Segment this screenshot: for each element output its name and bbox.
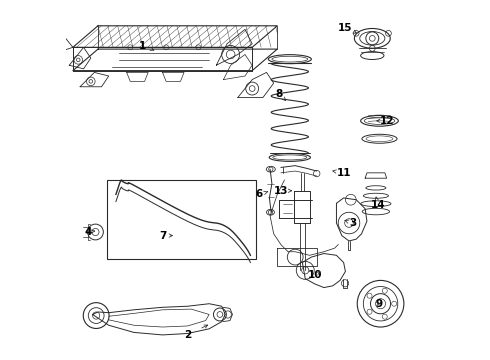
Text: 11: 11 xyxy=(336,168,351,178)
Text: 1: 1 xyxy=(139,41,147,50)
Text: 13: 13 xyxy=(273,186,288,196)
Text: 4: 4 xyxy=(84,227,92,237)
Text: 14: 14 xyxy=(370,200,385,210)
Text: 6: 6 xyxy=(256,189,263,199)
Text: 15: 15 xyxy=(338,23,353,33)
Text: 10: 10 xyxy=(308,270,322,280)
Text: 12: 12 xyxy=(379,116,394,126)
Text: 3: 3 xyxy=(349,218,356,228)
Text: 8: 8 xyxy=(275,89,283,99)
Text: 9: 9 xyxy=(376,299,383,309)
Text: 2: 2 xyxy=(184,330,191,340)
Bar xyxy=(107,180,256,259)
Text: 7: 7 xyxy=(159,231,166,240)
